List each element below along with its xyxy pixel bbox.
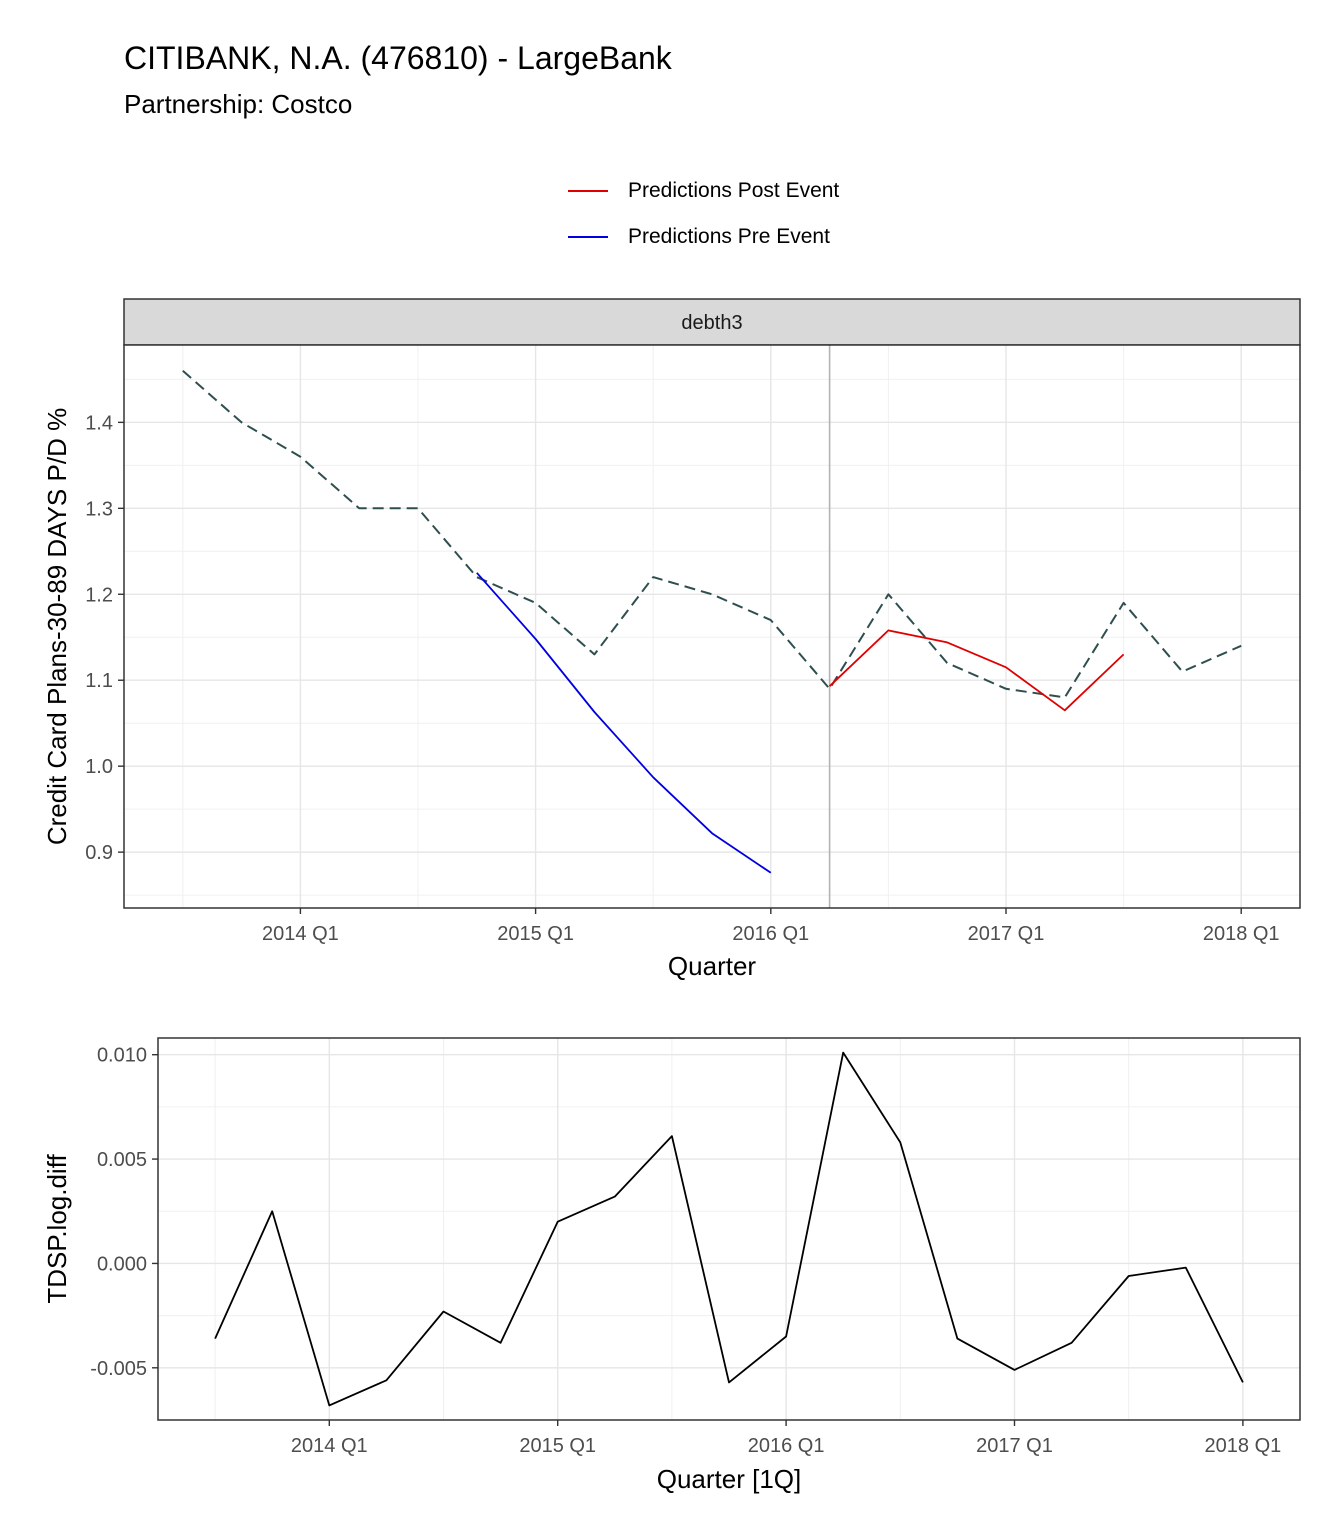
panel-2-x-axis-label: Quarter [1Q]	[657, 1464, 802, 1494]
legend-item-pre-event: Predictions Pre Event	[568, 214, 839, 260]
legend-key-pre-event	[568, 236, 608, 238]
panel-1-x-axis-label: Quarter	[668, 951, 756, 981]
panel-2-x-tick-label: 2018 Q1	[1205, 1435, 1282, 1457]
panel-1-y-tick-label: 1.4	[85, 412, 113, 434]
panel-1-x-tick-label: 2018 Q1	[1203, 923, 1280, 945]
panel-1-facet-label: debth3	[681, 312, 742, 334]
panel-2-y-tick-label: 0.000	[97, 1253, 147, 1275]
panel-1-series-3-line	[828, 629, 1125, 712]
panel-2-x-tick-label: 2014 Q1	[291, 1435, 368, 1457]
legend-label-post-event: Predictions Post Event	[628, 179, 840, 202]
panel-2-border	[157, 1037, 1301, 1421]
panel-2-x-tick-label: 2015 Q1	[519, 1435, 596, 1457]
panel-2-series-1	[214, 1051, 1244, 1407]
panel-2-y-tick-label: -0.005	[90, 1358, 147, 1380]
legend: Predictions Post Event Predictions Pre E…	[568, 168, 839, 260]
panel-1-y-axis-label: Credit Card Plans-30-89 DAYS P/D %	[42, 408, 72, 845]
panel-1-grid	[124, 345, 1300, 908]
panel-1-border	[123, 344, 1301, 909]
chart-title: CITIBANK, N.A. (476810) - LargeBank	[124, 40, 672, 76]
panel-1-x-tick-label: 2017 Q1	[968, 923, 1045, 945]
panel-1-series-3	[828, 629, 1125, 712]
panel-2-series-1-line	[214, 1051, 1244, 1407]
panel-1-x-tick-label: 2014 Q1	[262, 923, 339, 945]
chart-subtitle: Partnership: Costco	[124, 89, 353, 119]
legend-label-pre-event: Predictions Pre Event	[628, 225, 830, 248]
panel-2-y-tick-label: 0.010	[97, 1045, 147, 1067]
panel-2-y-tick-label: 0.005	[97, 1149, 147, 1171]
panel-1-y-tick-label: 1.0	[85, 756, 113, 778]
panel-1-y-tick-label: 1.1	[85, 670, 113, 692]
panel-2-x-tick-label: 2017 Q1	[976, 1435, 1053, 1457]
panel-1-y-tick-label: 0.9	[85, 842, 113, 864]
panel-1: debth3 0.9 1.0 1.1 1.2 1.3 1.4 2014 Q1 2015 Q1 20…	[42, 298, 1301, 981]
panel-1-series-2-line	[476, 572, 772, 874]
panel-1-background	[124, 345, 1300, 908]
panel-2: -0.005 0.000 0.005 0.010 2014 Q1 2015 Q1 2016 …	[42, 1037, 1301, 1494]
legend-item-post-event: Predictions Post Event	[568, 168, 839, 214]
panel-1-series-2	[476, 572, 772, 874]
panel-1-x-tick-label: 2016 Q1	[732, 923, 809, 945]
legend-key-post-event	[568, 190, 608, 192]
panel-1-series-1	[182, 370, 1242, 699]
panel-2-x-tick-label: 2016 Q1	[748, 1435, 825, 1457]
panel-1-series-1-line	[182, 370, 1242, 699]
panel-1-x-tick-label: 2015 Q1	[497, 923, 574, 945]
panel-1-y-tick-label: 1.2	[85, 584, 113, 606]
panel-1-y-tick-label: 1.3	[85, 498, 113, 520]
panel-2-background	[158, 1038, 1300, 1420]
panel-2-grid	[158, 1038, 1300, 1420]
panel-2-y-axis-label: TDSP.log.diff	[42, 1154, 72, 1304]
panel-1-facet-strip	[123, 298, 1301, 346]
